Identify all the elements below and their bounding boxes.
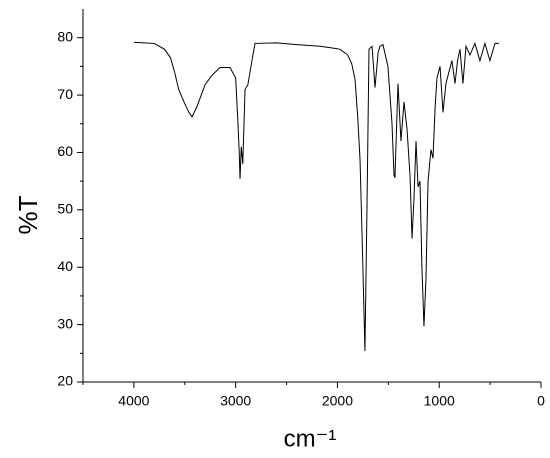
y-tick-label: 20 (57, 373, 73, 389)
y-tick-label: 30 (57, 315, 73, 331)
x-tick-label: 3000 (220, 393, 251, 409)
spectrum-line (133, 41, 499, 352)
y-tick-label: 40 (57, 258, 73, 274)
y-tick-label: 50 (57, 201, 73, 217)
x-tick-label: 0 (537, 393, 545, 409)
y-tick-label: 70 (57, 86, 73, 102)
x-tick-label: 1000 (424, 393, 455, 409)
x-axis-label: cm⁻¹ (284, 425, 337, 452)
y-axis-label: %T (13, 195, 43, 234)
y-tick-label: 80 (57, 28, 73, 44)
y-tick-label: 60 (57, 143, 73, 159)
x-tick-label: 2000 (322, 393, 353, 409)
x-tick-label: 4000 (118, 393, 149, 409)
